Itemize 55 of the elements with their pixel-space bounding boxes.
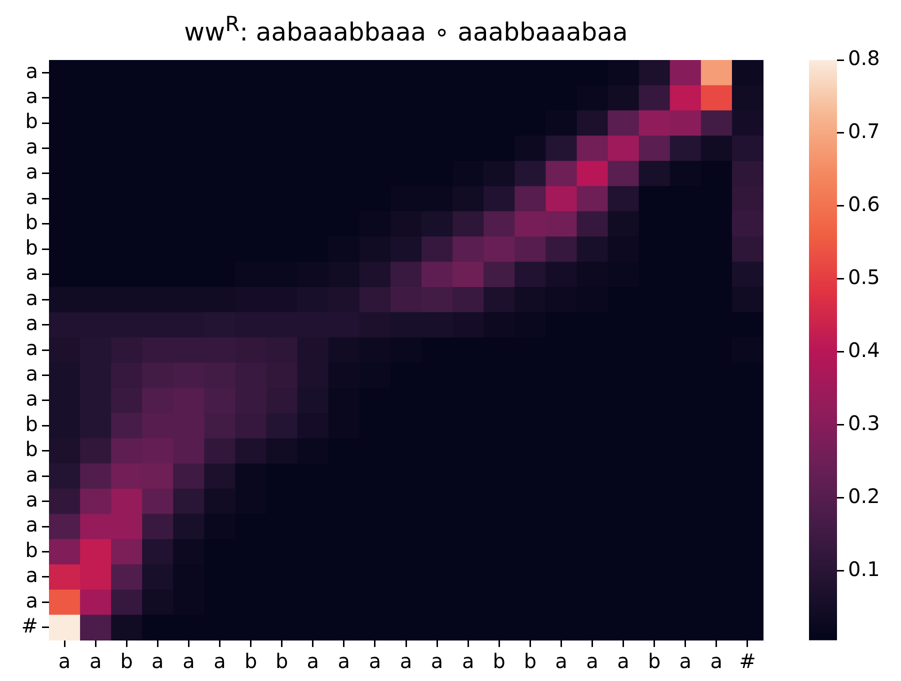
x-tick-label: b: [275, 649, 288, 674]
y-tick-label: b: [25, 235, 38, 260]
x-tick-label: a: [555, 649, 568, 674]
y-tick-label: a: [26, 488, 38, 512]
x-tick-label: a: [214, 649, 226, 674]
y-tick-label: #: [21, 614, 38, 638]
x-tick-label: a: [152, 649, 164, 674]
x-tick-label: a: [58, 649, 71, 674]
y-tick-label: a: [26, 512, 38, 537]
x-tick-label: a: [182, 649, 195, 674]
x-tick-label: #: [739, 649, 756, 674]
x-tick-label: a: [679, 649, 692, 674]
x-tick-label: b: [524, 649, 537, 674]
x-tick-label: a: [338, 649, 350, 674]
y-tick-label: a: [26, 361, 38, 386]
x-tick-label: a: [462, 649, 474, 674]
y-tick-label: a: [26, 134, 38, 158]
y-tick-label: b: [25, 109, 38, 134]
x-tick-label: a: [400, 649, 412, 674]
x-tick-label: a: [617, 649, 630, 674]
color-bar-label: 0.2: [848, 484, 880, 508]
x-tick-label: a: [306, 649, 319, 674]
x-tick-label: a: [89, 649, 102, 674]
x-tick-label: a: [368, 649, 382, 674]
y-tick-label: a: [26, 84, 38, 108]
y-tick-label: b: [25, 412, 38, 436]
x-tick-label: b: [120, 649, 133, 674]
y-tick-label: a: [26, 563, 38, 588]
x-tick-label: a: [586, 649, 598, 674]
y-tick-label: b: [25, 437, 38, 462]
y-tick-label: b: [25, 210, 38, 234]
x-tick-label: a: [710, 649, 723, 674]
color-bar-label: 0.5: [848, 265, 880, 290]
y-tick-label: a: [26, 184, 38, 209]
y-tick-label: a: [26, 588, 38, 612]
color-bar-label: 0.8: [848, 46, 880, 70]
y-tick-label: a: [26, 310, 38, 335]
y-tick-label: a: [26, 260, 38, 285]
chart-title: ww$^{R}$: aabaaabbaaa ∘ aaabbaaabaa: [183, 12, 629, 46]
y-tick-label: a: [26, 286, 38, 310]
color-bar-label: 0.7: [848, 119, 880, 144]
y-tick-label: a: [26, 462, 38, 486]
y-tick-label: a: [26, 386, 38, 411]
y-tick-label: a: [26, 58, 38, 83]
x-tick-label: b: [244, 649, 258, 674]
color-bar-label: 0.1: [848, 556, 880, 581]
color-bar-label: 0.6: [848, 192, 880, 216]
y-tick-label: a: [26, 336, 38, 360]
y-tick-label: b: [25, 538, 38, 562]
x-tick-label: b: [492, 649, 506, 674]
x-tick-label: b: [648, 649, 661, 674]
color-bar-label: 0.3: [848, 410, 880, 435]
x-tick-label: a: [430, 649, 444, 674]
y-tick-label: a: [26, 160, 38, 184]
color-bar-label: 0.4: [848, 338, 880, 362]
